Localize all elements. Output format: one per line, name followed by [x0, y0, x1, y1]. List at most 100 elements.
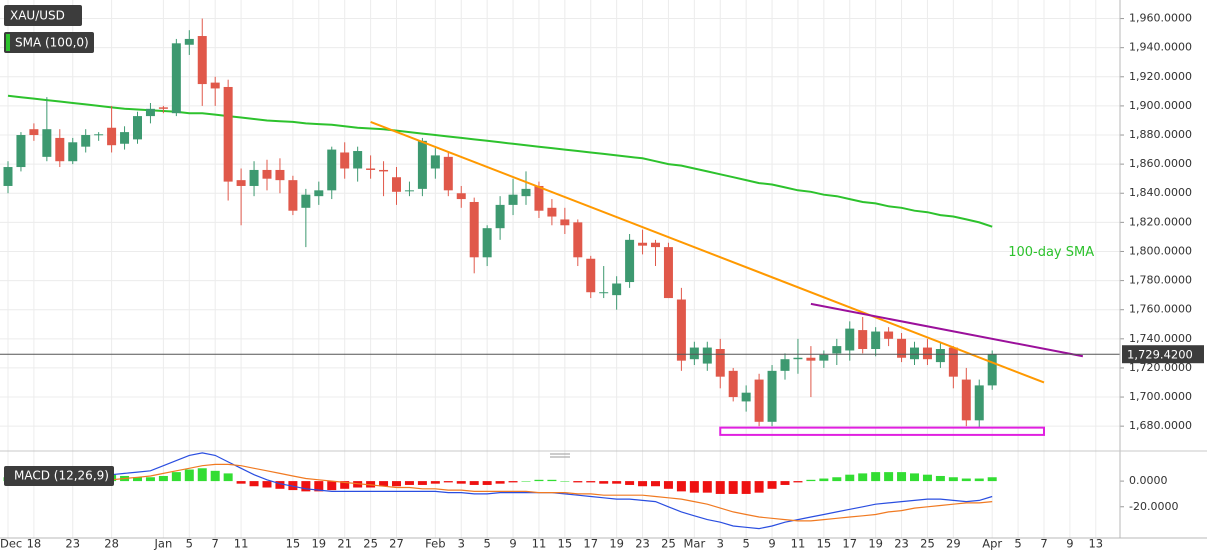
- candle-body: [573, 222, 583, 258]
- candle-body: [754, 379, 764, 422]
- histogram-bar: [819, 478, 829, 482]
- x-tick-label: 15: [558, 537, 573, 551]
- histogram-bar: [884, 472, 894, 482]
- sma-legend-box: [4, 32, 94, 53]
- y-tick-label: -20.0000: [1129, 500, 1178, 513]
- candle-body: [495, 204, 505, 229]
- histogram-bar: [625, 481, 635, 485]
- y-tick-label: 1,680.0000: [1129, 419, 1192, 432]
- candle-body: [910, 347, 919, 360]
- macd-legend-label: MACD (12,26,9): [14, 469, 109, 483]
- candle-body: [29, 129, 39, 136]
- histogram-bar: [482, 481, 492, 485]
- histogram-bar: [767, 481, 777, 489]
- main-layer: [0, 18, 1120, 436]
- candle-body: [482, 228, 492, 258]
- candle-body: [262, 169, 272, 179]
- histogram-bar: [495, 481, 505, 484]
- candle-body: [81, 135, 91, 147]
- x-tick-label: 7: [212, 537, 219, 551]
- histogram-bar: [910, 473, 919, 482]
- symbol-label: XAU/USD: [10, 9, 65, 23]
- candle-body: [521, 188, 531, 197]
- x-tick-label: 23: [635, 537, 650, 551]
- candle-body: [94, 134, 104, 136]
- histogram-bar: [651, 481, 660, 487]
- histogram-bar: [845, 474, 855, 482]
- candle-body: [599, 292, 609, 294]
- candle-body: [547, 207, 557, 217]
- histogram-bar: [612, 481, 622, 484]
- panel-resize-handle[interactable]: [550, 453, 570, 458]
- x-tick-label: 18: [27, 537, 42, 551]
- candle-body: [961, 379, 971, 421]
- candle-body: [651, 242, 660, 248]
- candle-body: [327, 149, 337, 191]
- histogram-bar: [417, 481, 427, 485]
- histogram-bar: [741, 481, 751, 494]
- histogram-bar: [249, 481, 259, 487]
- candle-body: [793, 357, 803, 360]
- candle-body: [404, 190, 414, 192]
- candle-body: [133, 116, 142, 140]
- histogram-bar: [236, 481, 246, 484]
- histogram-bar: [314, 481, 324, 492]
- x-tick-label: 19: [868, 537, 883, 551]
- histogram-bar: [508, 481, 518, 483]
- histogram-bar: [547, 479, 557, 482]
- candle-body: [158, 107, 168, 109]
- x-tick-label: Dec: [0, 537, 22, 551]
- x-tick-label: 9: [768, 537, 775, 551]
- histogram-bar: [728, 481, 738, 494]
- macd-legend-box: [4, 466, 114, 486]
- candle-body: [780, 359, 790, 371]
- y-tick-label: 1,740.0000: [1129, 332, 1192, 345]
- histogram-bar: [275, 481, 285, 489]
- x-tick-label: 11: [791, 537, 806, 551]
- y-tick-label: 1,820.0000: [1129, 215, 1192, 228]
- line: [7, 463, 993, 522]
- y-tick-label: 0.0000: [1129, 474, 1168, 487]
- histogram-bar: [715, 481, 725, 494]
- x-tick-label: 9: [509, 537, 516, 551]
- histogram-bar: [586, 481, 596, 483]
- candle-body: [728, 370, 738, 398]
- candle-body: [223, 86, 233, 182]
- x-tick-label: 25: [363, 537, 378, 551]
- x-tick-label: 15: [817, 537, 832, 551]
- candle-body: [586, 258, 596, 293]
- x-tick-label: 17: [583, 537, 598, 551]
- candle-body: [107, 127, 117, 146]
- candle-body: [987, 354, 997, 386]
- candle-body: [612, 283, 622, 296]
- candle-body: [638, 242, 648, 246]
- x-tick-label: Jan: [154, 537, 173, 551]
- x-tick-label: 23: [65, 537, 80, 551]
- candle-body: [120, 132, 130, 144]
- candle-body: [560, 219, 570, 226]
- candle-body: [145, 108, 155, 117]
- x-tick-label: 23: [894, 537, 909, 551]
- histogram-bar: [573, 481, 583, 483]
- x-tick-label: 29: [946, 537, 961, 551]
- x-tick-label: Apr: [982, 537, 1002, 551]
- label-layer: XAU/USD SMA (100,0) MACD (12,26,9) Dec 18…: [0, 5, 1204, 551]
- sma-legend-swatch: [6, 34, 10, 51]
- histogram-bar: [327, 481, 337, 491]
- candle-body: [353, 151, 363, 169]
- candle-body: [288, 180, 298, 211]
- sma-legend-label: SMA (100,0): [15, 36, 89, 50]
- x-tick-label: Feb: [425, 537, 445, 551]
- histogram-bar: [340, 481, 350, 489]
- candle-body: [340, 152, 350, 169]
- candle-body: [392, 177, 401, 192]
- x-tick-label: 28: [104, 537, 119, 551]
- y-tick-label: 1,800.0000: [1129, 244, 1192, 257]
- candle-body: [301, 194, 311, 208]
- histogram-bar: [638, 481, 648, 487]
- y-tick-label: 1,900.0000: [1129, 99, 1192, 112]
- histogram-bar: [922, 474, 932, 482]
- x-tick-label: 27: [389, 537, 404, 551]
- y-tick-label: 1,880.0000: [1129, 128, 1192, 141]
